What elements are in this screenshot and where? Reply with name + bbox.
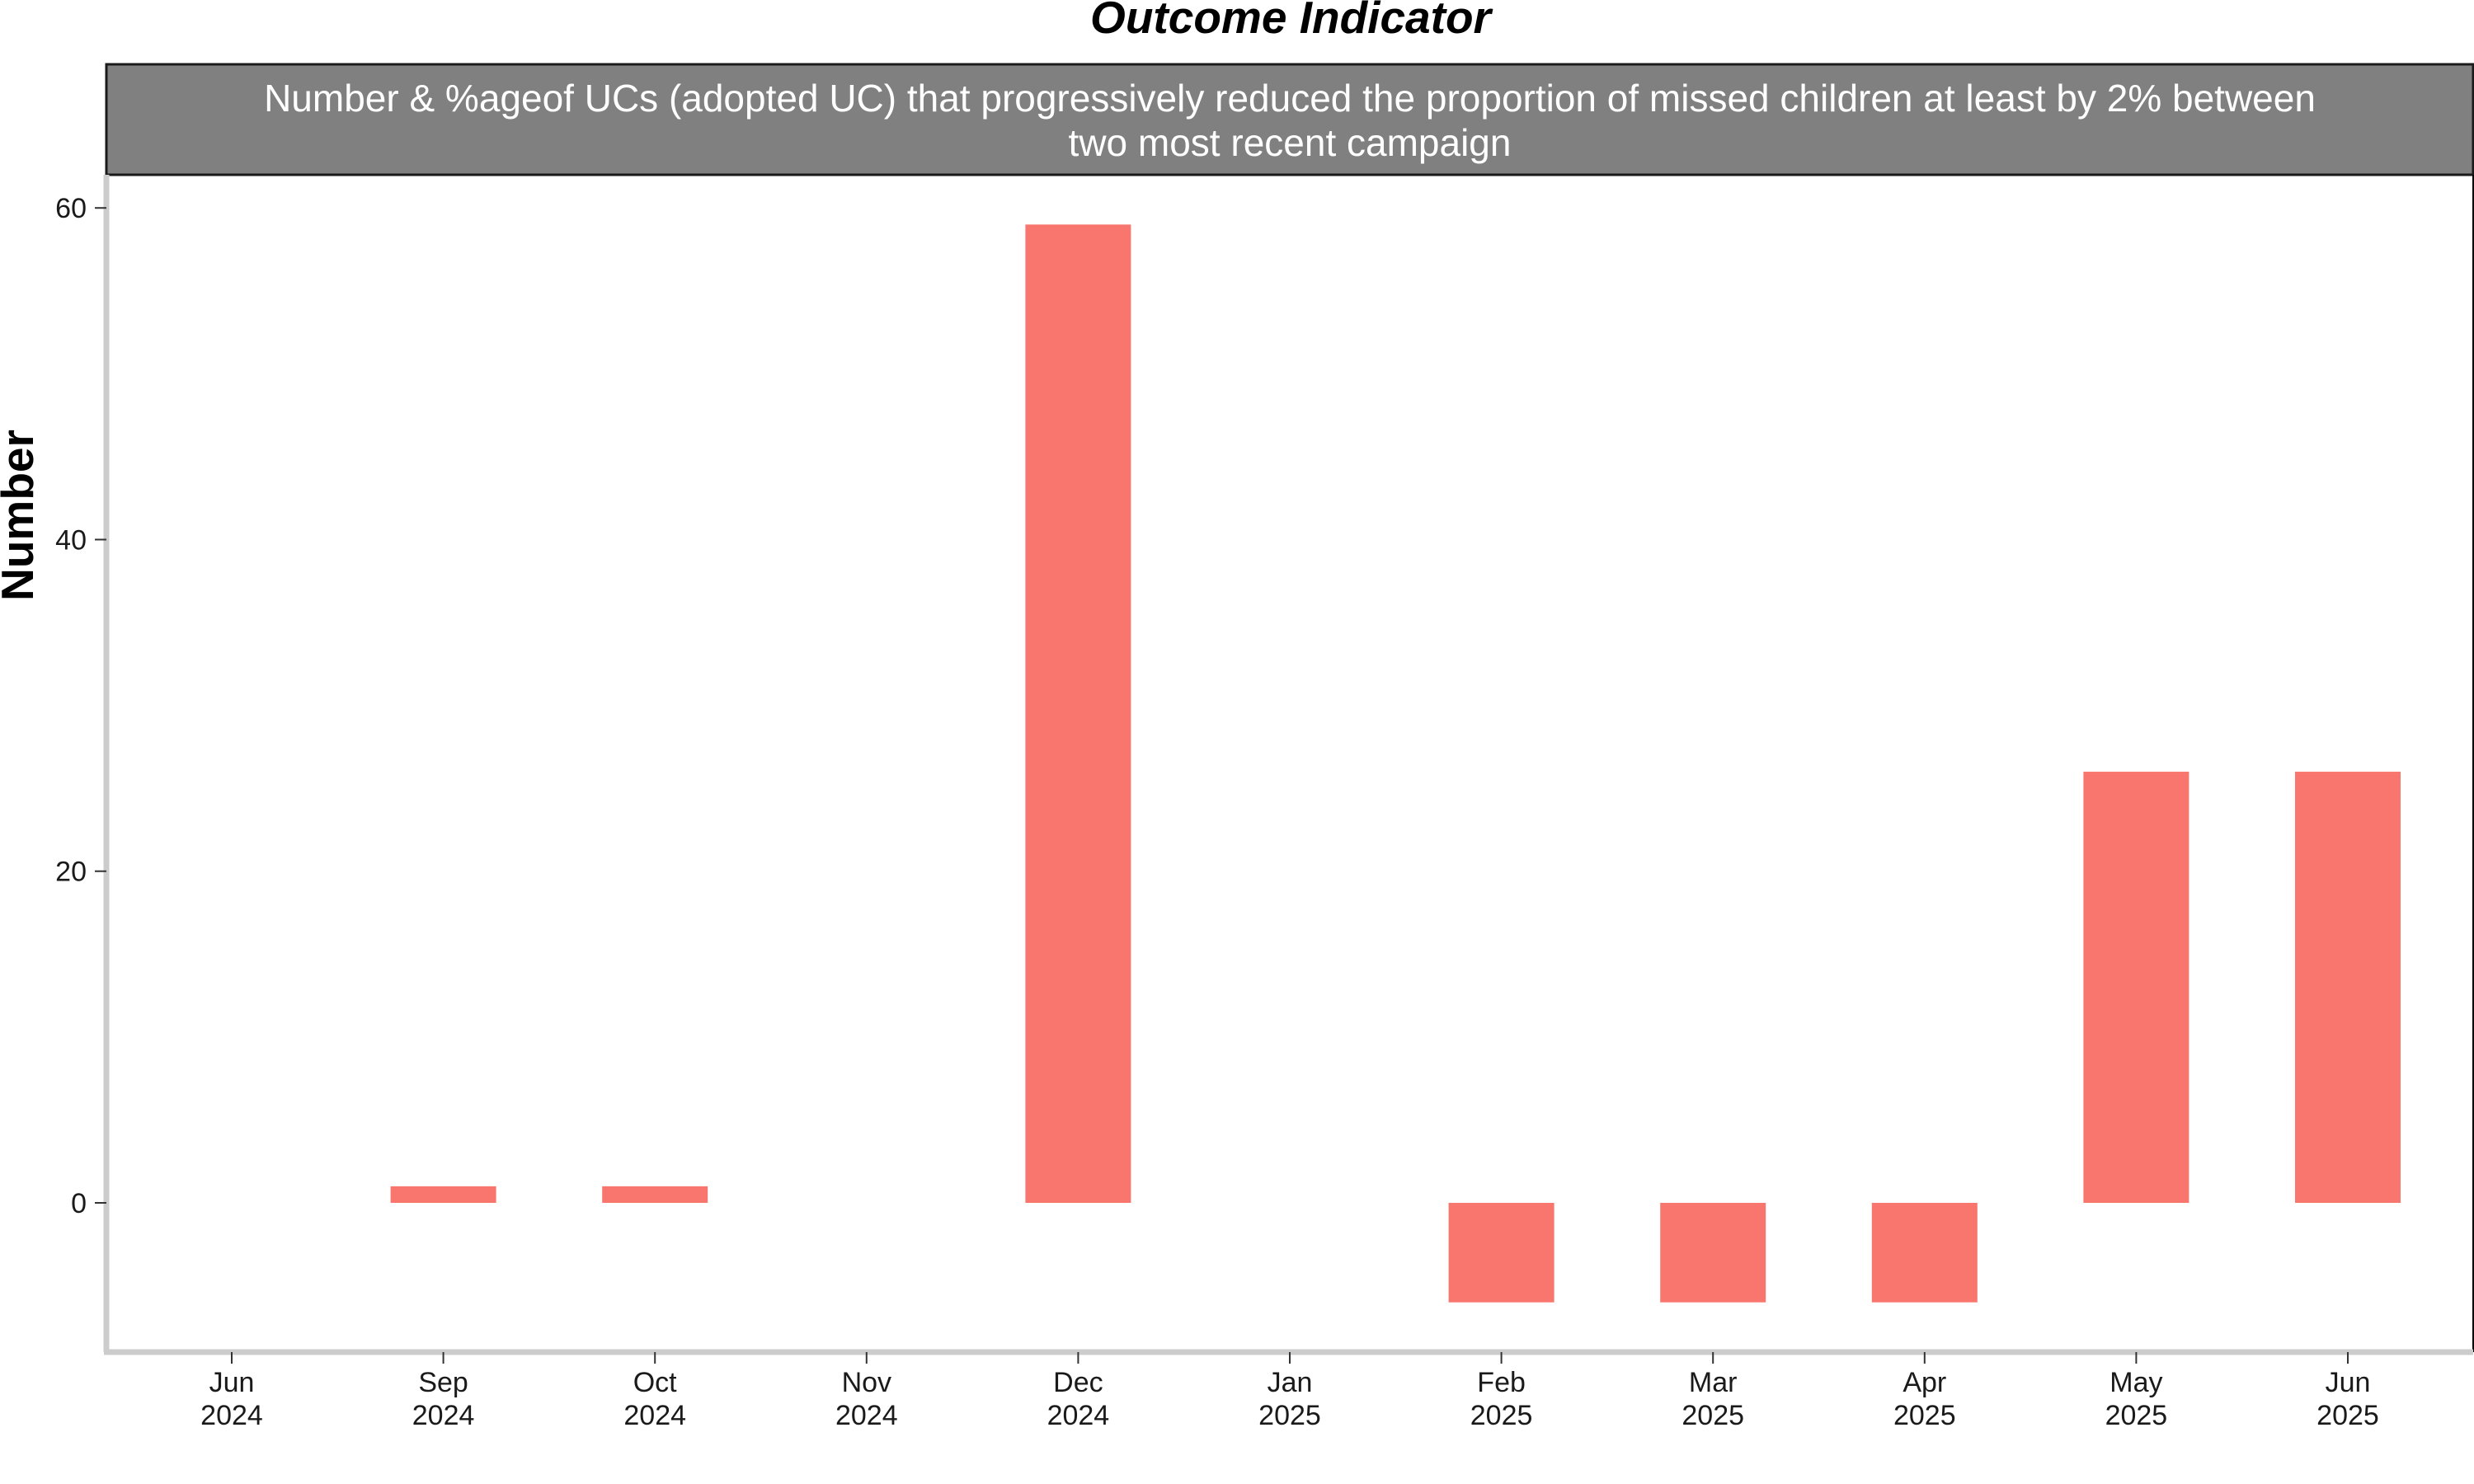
x-tick-label-month-may-2025: May (2109, 1367, 2162, 1398)
y-axis-title: Number (0, 430, 43, 601)
plot-area: 0204060Jun2024Sep2024Oct2024Nov2024Dec20… (55, 175, 2474, 1431)
y-tick-label-40: 40 (55, 524, 87, 556)
x-tick-label-month-apr-2025: Apr (1903, 1367, 1946, 1398)
x-tick-label-year-apr-2025: 2025 (1893, 1400, 1956, 1431)
x-tick-label-month-jun-2024: Jun (209, 1367, 255, 1398)
x-tick-label-month-jan-2025: Jan (1268, 1367, 1313, 1398)
x-tick-label-year-oct-2024: 2024 (623, 1400, 686, 1431)
subtitle-line-2: two most recent campaign (1069, 121, 1512, 164)
x-tick-label-month-mar-2025: Mar (1689, 1367, 1738, 1398)
y-tick-label-60: 60 (55, 193, 87, 224)
x-tick-label-month-feb-2025: Feb (1477, 1367, 1526, 1398)
bar-mar-2025 (1660, 1202, 1766, 1303)
x-tick-label-year-may-2025: 2025 (2105, 1400, 2168, 1431)
chart-title: Outcome Indicator (1090, 0, 1493, 43)
x-tick-label-year-jun-2024: 2024 (200, 1400, 263, 1431)
x-tick-label-year-sep-2024: 2024 (412, 1400, 475, 1431)
bar-dec-2024 (1025, 224, 1131, 1203)
bar-apr-2025 (1871, 1202, 1978, 1303)
y-tick-label-20: 20 (55, 857, 87, 888)
x-tick-label-month-jun-2025: Jun (2326, 1367, 2371, 1398)
x-tick-label-year-jan-2025: 2025 (1258, 1400, 1321, 1431)
x-tick-label-year-nov-2024: 2024 (835, 1400, 898, 1431)
x-tick-label-month-oct-2024: Oct (633, 1367, 677, 1398)
x-tick-label-year-feb-2025: 2025 (1470, 1400, 1533, 1431)
x-tick-label-month-nov-2024: Nov (842, 1367, 891, 1398)
x-tick-label-month-dec-2024: Dec (1053, 1367, 1103, 1398)
x-tick-label-month-sep-2024: Sep (418, 1367, 468, 1398)
x-tick-label-year-jun-2025: 2025 (2316, 1400, 2379, 1431)
bar-oct-2024 (602, 1186, 708, 1203)
bar-feb-2025 (1448, 1202, 1554, 1303)
y-tick-label-0: 0 (71, 1188, 87, 1219)
bar-jun-2025 (2295, 772, 2401, 1203)
subtitle-strip (105, 63, 2474, 176)
x-tick-label-year-mar-2025: 2025 (1681, 1400, 1744, 1431)
bar-sep-2024 (390, 1186, 496, 1203)
bar-may-2025 (2083, 772, 2189, 1203)
subtitle-line-1: Number & %ageof UCs (adopted UC) that pr… (264, 77, 2316, 120)
x-tick-label-year-dec-2024: 2024 (1047, 1400, 1110, 1431)
